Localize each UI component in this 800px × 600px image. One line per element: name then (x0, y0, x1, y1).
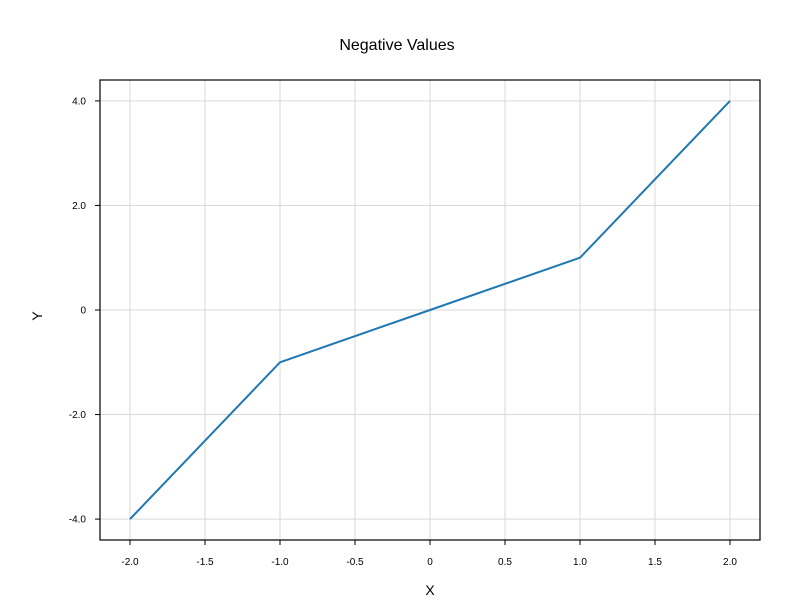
x-tick-label: 2.0 (723, 557, 737, 568)
x-axis-label: X (425, 582, 435, 598)
x-tick-label: 0 (427, 557, 433, 568)
y-tick-label: -4.0 (69, 515, 87, 526)
chart-title: Negative Values (339, 37, 454, 54)
y-axis-label: Y (29, 311, 45, 321)
x-tick-label: -2.0 (121, 557, 139, 568)
x-tick-label: 0.5 (498, 557, 512, 568)
x-tick-label: -0.5 (346, 557, 364, 568)
x-tick-label: -1.5 (196, 557, 214, 568)
y-tick-label: 0 (80, 306, 86, 317)
x-tick-label: -1.0 (271, 557, 289, 568)
x-tick-label: 1.0 (573, 557, 587, 568)
series-line (129, 100, 731, 520)
y-axis-ticks: -4.0 -2.0 0 2.0 4.0 (69, 96, 100, 526)
y-tick-label: -2.0 (69, 410, 87, 421)
series-layer (129, 100, 731, 520)
x-tick-label: 1.5 (648, 557, 662, 568)
y-tick-label: 2.0 (72, 201, 86, 212)
y-tick-label: 4.0 (72, 96, 86, 107)
x-axis-ticks: -2.0 -1.5 -1.0 -0.5 0 0.5 1.0 1.5 2.0 (121, 540, 737, 568)
